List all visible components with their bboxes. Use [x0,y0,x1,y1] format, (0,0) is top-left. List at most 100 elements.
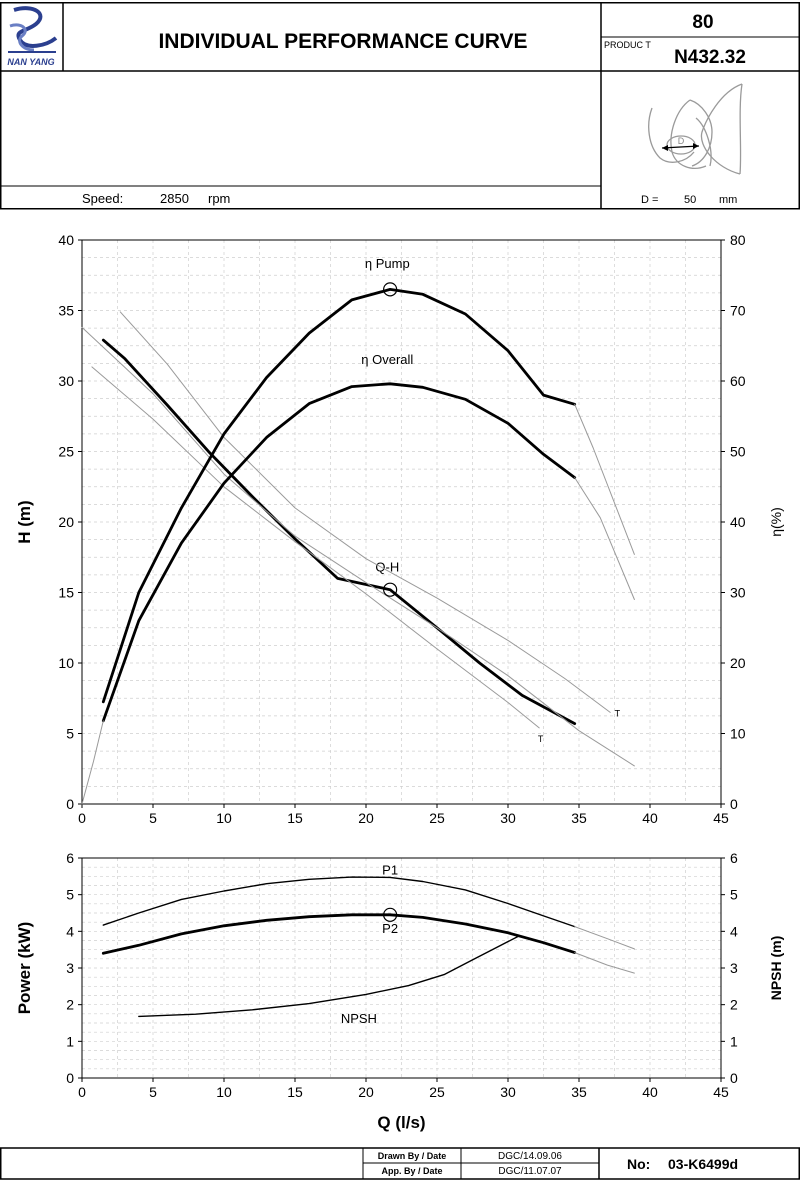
y-tick-label: 5 [66,726,74,742]
speed-label: Speed: [82,191,123,206]
y2-tick-label: 50 [730,444,746,460]
x-tick-label: 40 [642,1084,658,1100]
y2-axis-title: NPSH (m) [768,936,784,1001]
y-tick-label: 2 [66,997,74,1013]
y-tick-label: 40 [58,232,74,248]
x-tick-label: 0 [78,810,86,826]
pump-size: 80 [692,12,713,33]
x-tick-label: 35 [571,1084,587,1100]
x-tick-label: 15 [287,1084,303,1100]
y2-tick-label: 3 [730,960,738,976]
drawn-by-label: Drawn By / Date [378,1151,447,1161]
x-tick-label: 5 [149,1084,157,1100]
series-overall-line [101,382,577,723]
series-extension-line-line [574,952,635,974]
y2-tick-label: 40 [730,514,746,530]
y-tick-label: 35 [58,303,74,319]
head-efficiency-chart: 0 5 10 15 20 25 30 35 40 450510152025303540010203… [15,232,784,826]
x-tick-label: 25 [429,1084,445,1100]
x-tick-label: 20 [358,1084,374,1100]
series-overall-label: η Overall [361,352,413,367]
y2-tick-label: 2 [730,997,738,1013]
trim-tag-label: T [538,734,544,744]
x-tick-label: 15 [287,810,303,826]
y2-tick-label: 5 [730,887,738,903]
document-number-label: No: [627,1156,650,1172]
x-tick-label: 30 [500,1084,516,1100]
duty-point-marker [383,282,398,297]
series-pump-label: η Pump [365,256,410,271]
x-tick-label: 20 [358,810,374,826]
y2-tick-label: 30 [730,585,746,601]
x-tick-label: 40 [642,810,658,826]
y-tick-label: 6 [66,850,74,866]
y2-tick-label: 1 [730,1033,738,1049]
impeller-sketch: D [648,83,743,175]
y2-tick-label: 0 [730,796,738,812]
series-extension-line-line [81,326,635,767]
document-number: 03-K6499d [668,1156,738,1172]
series-p2-label: P2 [382,921,398,936]
x-tick-label: 5 [149,810,157,826]
x-tick-label: 45 [713,1084,729,1100]
y-tick-label: 25 [58,444,74,460]
duty-point-marker [383,907,398,922]
y-tick-label: 20 [58,514,74,530]
diameter-value: 50 [684,194,696,206]
y2-tick-label: 60 [730,373,746,389]
product-label: PRODUC T [604,40,651,50]
y-tick-label: 1 [66,1033,74,1049]
diameter-label: D = [641,194,658,206]
footer: Drawn By / Date DGC/14.09.06 App. By / D… [0,1147,800,1180]
speed-value: 2850 [160,191,189,206]
series-extension-line-line [574,477,635,600]
y2-tick-label: 4 [730,923,738,939]
approved-by-value: DGC/11.07.07 [498,1166,562,1177]
impeller-diameter-label: D [678,136,685,146]
header: NAN YANG INDIVIDUAL PERFORMANCE CURVE 80… [0,2,800,210]
y2-tick-label: 20 [730,655,746,671]
logo-text: NAN YANG [7,57,54,67]
y-tick-label: 5 [66,887,74,903]
series-extension-line-line [574,403,635,555]
y2-axis-title: η(%) [768,507,784,537]
series-q-h-label: Q-H [375,559,399,574]
y-axis-title: H (m) [15,500,34,543]
series-extension-line-line [119,311,611,713]
x-tick-label: 35 [571,810,587,826]
y-tick-label: 15 [58,585,74,601]
x-tick-label: 0 [78,1084,86,1100]
nan-yang-logo: NAN YANG [7,6,58,67]
series-p1-label: P1 [382,863,398,878]
y-tick-label: 10 [58,655,74,671]
series-pump-line [101,288,577,704]
x-tick-label: 10 [216,1084,232,1100]
trim-tag-label: T [615,709,621,719]
x-tick-label: 30 [500,810,516,826]
y-tick-label: 30 [58,373,74,389]
series-p1-line [102,876,576,928]
x-axis-title: Q (l/s) [377,1113,425,1132]
page-title: INDIVIDUAL PERFORMANCE CURVE [158,30,527,53]
y2-tick-label: 70 [730,303,746,319]
y2-tick-label: 10 [730,726,746,742]
y2-tick-label: 80 [730,232,746,248]
y-tick-label: 0 [66,796,74,812]
product-code: N432.32 [674,47,746,68]
series-extension-line-line [91,366,540,729]
series-q-h-line [101,338,577,725]
duty-point-marker [383,582,398,597]
x-tick-label: 25 [429,810,445,826]
series-extension-line-line [574,926,635,950]
drawn-by-value: DGC/14.09.06 [498,1151,562,1162]
x-tick-label: 45 [713,810,729,826]
diameter-unit: mm [719,194,737,206]
y-axis-title: Power (kW) [15,922,34,1015]
y-tick-label: 0 [66,1070,74,1086]
y2-tick-label: 0 [730,1070,738,1086]
speed-unit: rpm [208,191,230,206]
series-npsh-line [138,935,521,1018]
series-p2-line [101,913,577,955]
